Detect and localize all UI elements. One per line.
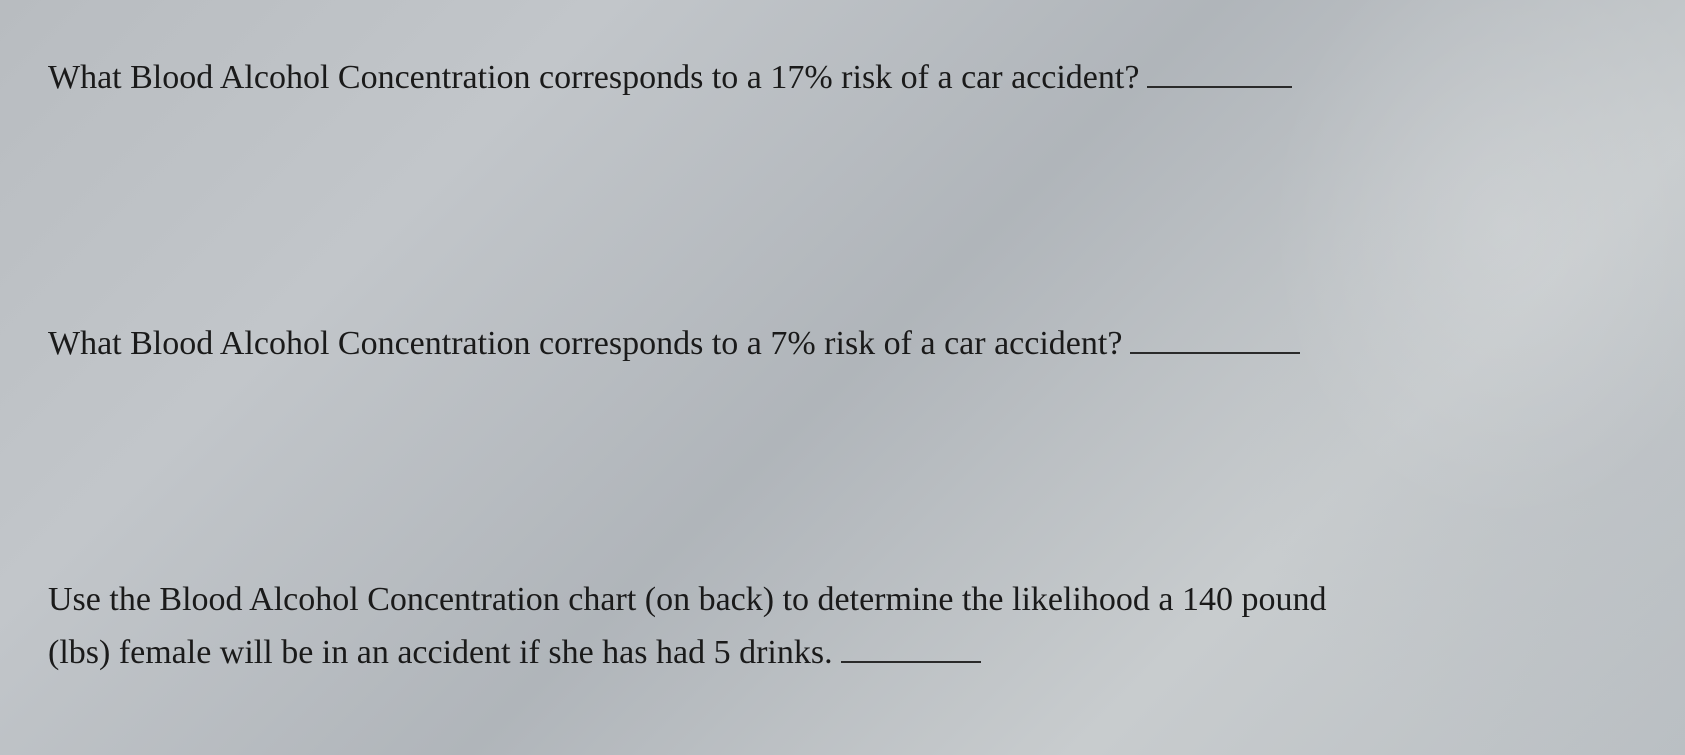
- question-2-text: What Blood Alcohol Concentration corresp…: [48, 318, 1122, 369]
- worksheet-content: What Blood Alcohol Concentration corresp…: [0, 0, 1685, 679]
- question-3-blank[interactable]: [841, 633, 981, 663]
- question-3: Use the Blood Alcohol Concentration char…: [48, 574, 1637, 679]
- question-2-blank[interactable]: [1130, 324, 1300, 354]
- question-1-blank[interactable]: [1147, 58, 1292, 88]
- question-1: What Blood Alcohol Concentration corresp…: [48, 52, 1637, 103]
- question-3-line1: Use the Blood Alcohol Concentration char…: [48, 574, 1637, 627]
- question-1-text: What Blood Alcohol Concentration corresp…: [48, 52, 1139, 103]
- question-2: What Blood Alcohol Concentration corresp…: [48, 318, 1637, 369]
- question-3-line2: (lbs) female will be in an accident if s…: [48, 627, 833, 680]
